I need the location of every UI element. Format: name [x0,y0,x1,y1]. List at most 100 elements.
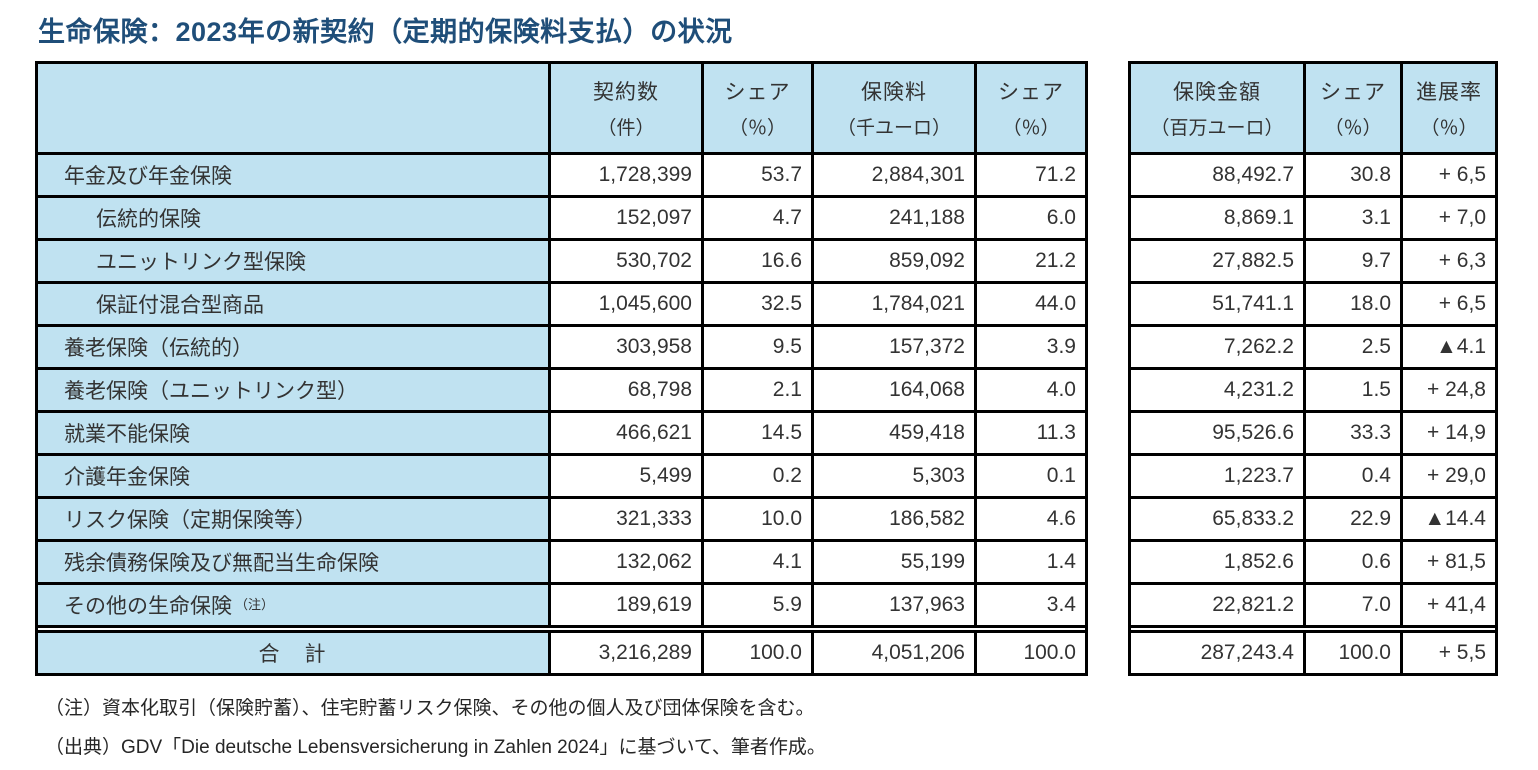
progress-rate-cell: + 6,5 [1403,155,1495,195]
premium-cell: 5,303 [814,456,974,496]
source-note: （出典）GDV「Die deutsche Lebensversicherung … [45,736,826,758]
sum-insured-cell: 27,882.5 [1131,241,1303,281]
premium-share-cell: 44.0 [977,284,1085,324]
notes: （注）資本化取引（保険貯蓄）、住宅貯蓄リスク保険、その他の個人及び団体保険を含む… [45,690,1538,768]
premium-cell: 459,418 [814,413,974,453]
row-label-cell: 保証付混合型商品 [38,284,548,324]
premium-share-cell: 3.4 [977,585,1085,625]
column-header-line2: （千ユーロ） [836,118,951,139]
row-label: リスク保険（定期保険等） [64,509,316,532]
column-header-line1: 保険金額 [1173,81,1261,104]
premium-cell: 164,068 [814,370,974,410]
sum-insured-cell: 287,243.4 [1131,633,1303,673]
row-label-cell: 養老保険（伝統的） [38,327,548,367]
row-label-cell: 年金及び年金保険 [38,155,548,195]
sum-insured-cell: 22,821.2 [1131,585,1303,625]
contracts-cell: 3,216,289 [551,633,701,673]
sum-insured-share-cell: 22.9 [1306,499,1400,539]
column-header-line2: （件） [597,118,655,139]
sum-insured-cell: 7,262.2 [1131,327,1303,367]
column-header-cell: 保険金額 （百万ユーロ） [1131,64,1303,152]
sum-insured-share-cell: 7.0 [1306,585,1400,625]
column-header-cell: 進展率 （％） [1403,64,1495,152]
contracts-cell: 5,499 [551,456,701,496]
contracts-share-cell: 14.5 [704,413,811,453]
contracts-cell: 68,798 [551,370,701,410]
contracts-cell: 132,062 [551,542,701,582]
row-label-cell: 養老保険（ユニットリンク型） [38,370,548,410]
column-header-cell: シェア （％） [977,64,1085,152]
premium-share-cell: 4.0 [977,370,1085,410]
premium-share-cell: 6.0 [977,198,1085,238]
column-header-line2: （％） [1420,118,1478,139]
contracts-cell: 1,045,600 [551,284,701,324]
row-label: ユニットリンク型保険 [96,251,306,274]
progress-rate-cell: ▲4.1 [1403,327,1495,367]
progress-rate-cell: + 14,9 [1403,413,1495,453]
column-header-cell: シェア （％） [1306,64,1400,152]
contracts-cell: 1,728,399 [551,155,701,195]
column-header-line1: 契約数 [593,81,659,104]
sum-insured-share-cell: 33.3 [1306,413,1400,453]
premium-share-cell: 21.2 [977,241,1085,281]
progress-rate-cell: + 24,8 [1403,370,1495,410]
contracts-cell: 466,621 [551,413,701,453]
premium-share-cell: 4.6 [977,499,1085,539]
progress-rate-cell: + 29,0 [1403,456,1495,496]
row-label-cell: 就業不能保険 [38,413,548,453]
sum-insured-share-cell: 9.7 [1306,241,1400,281]
contracts-share-cell: 9.5 [704,327,811,367]
sum-insured-cell: 95,526.6 [1131,413,1303,453]
column-header-line2: （％） [1324,118,1382,139]
premium-cell: 157,372 [814,327,974,367]
contracts-share-cell: 53.7 [704,155,811,195]
corner-header-cell [38,64,548,152]
sum-insured-share-cell: 0.4 [1306,456,1400,496]
premium-share-cell: 1.4 [977,542,1085,582]
premium-share-cell: 71.2 [977,155,1085,195]
right-table: 保険金額 （百万ユーロ） シェア （％） 進展率 （％） 88,492.7 30.8 + 6,5… [1128,61,1498,676]
contracts-share-cell: 10.0 [704,499,811,539]
column-header-cell: 契約数 （件） [551,64,701,152]
column-header-line1: シェア [724,81,791,104]
contracts-share-cell: 5.9 [704,585,811,625]
row-label-cell: 伝統的保険 [38,198,548,238]
contracts-cell: 189,619 [551,585,701,625]
sum-insured-share-cell: 3.1 [1306,198,1400,238]
column-header-line1: 保険料 [861,81,927,104]
premium-cell: 186,582 [814,499,974,539]
row-label-cell: 残余債務保険及び無配当生命保険 [38,542,548,582]
contracts-cell: 321,333 [551,499,701,539]
premium-cell: 241,188 [814,198,974,238]
premium-cell: 1,784,021 [814,284,974,324]
column-header-line1: 進展率 [1416,81,1482,104]
contracts-cell: 152,097 [551,198,701,238]
progress-rate-cell: + 81,5 [1403,542,1495,582]
premium-cell: 859,092 [814,241,974,281]
row-label: 就業不能保険 [64,423,190,446]
sum-insured-share-cell: 2.5 [1306,327,1400,367]
sum-insured-share-cell: 1.5 [1306,370,1400,410]
progress-rate-cell: + 7,0 [1403,198,1495,238]
contracts-cell: 303,958 [551,327,701,367]
row-label-cell: ユニットリンク型保険 [38,241,548,281]
contracts-share-cell: 100.0 [704,633,811,673]
premium-share-cell: 11.3 [977,413,1085,453]
sum-insured-share-cell: 100.0 [1306,633,1400,673]
column-header-line2: （百万ユーロ） [1150,118,1284,139]
contracts-share-cell: 0.2 [704,456,811,496]
sum-insured-cell: 65,833.2 [1131,499,1303,539]
row-label-cell: リスク保険（定期保険等） [38,499,548,539]
footnote: （注）資本化取引（保険貯蓄）、住宅貯蓄リスク保険、その他の個人及び団体保険を含む… [45,698,815,719]
row-label: 保証付混合型商品 [96,294,264,317]
sum-insured-share-cell: 30.8 [1306,155,1400,195]
progress-rate-cell: + 6,3 [1403,241,1495,281]
contracts-share-cell: 32.5 [704,284,811,324]
contracts-share-cell: 2.1 [704,370,811,410]
column-header-line1: シェア [1320,81,1386,104]
sum-insured-share-cell: 18.0 [1306,284,1400,324]
row-label-cell: その他の生命保険 （注） [38,585,548,625]
sum-insured-cell: 4,231.2 [1131,370,1303,410]
premium-cell: 137,963 [814,585,974,625]
